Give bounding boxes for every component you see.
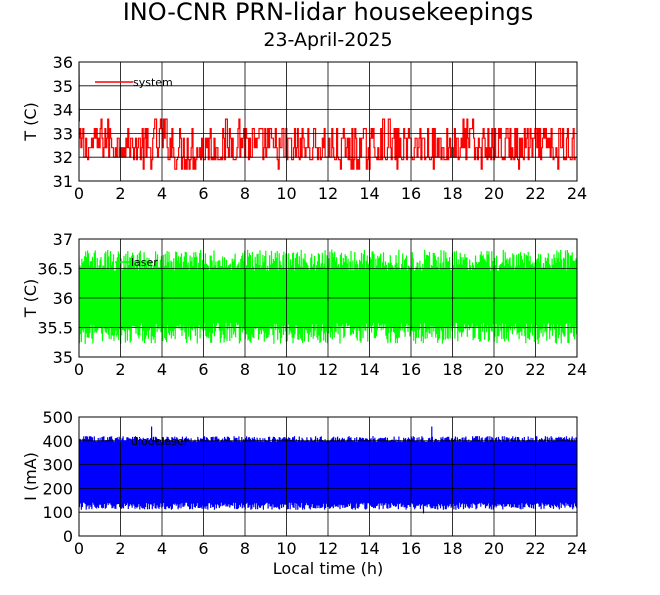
system-temperature-y-tick-label: 31	[53, 172, 73, 191]
system-temperature-x-tick-label: 10	[276, 184, 296, 203]
system-temperature-y-tick-label: 32	[53, 148, 73, 167]
system-temperature-legend-label: system	[133, 76, 173, 89]
laser-temperature-plot-frame	[78, 238, 578, 358]
diodelaser-current-y-tick-label: 100	[42, 503, 73, 522]
laser-temperature-y-tick-label: 37	[53, 230, 73, 249]
laser-temperature-x-tick-label: 0	[74, 360, 84, 379]
system-temperature-y-tick-label: 36	[53, 53, 73, 72]
laser-temperature-y-tick-label: 35.5	[37, 319, 73, 338]
diodelaser-current-y-tick-label: 200	[42, 479, 73, 498]
system-temperature-y-tick-label: 34	[53, 101, 73, 120]
diodelaser-current-x-tick-label: 16	[401, 539, 421, 558]
laser-temperature-y-tick-label: 36	[53, 289, 73, 308]
system-temperature-x-tick-label: 16	[401, 184, 421, 203]
system-temperature-plot-frame	[78, 61, 578, 182]
system-temperature-x-tick-label: 0	[74, 184, 84, 203]
system-temperature-y-tick-label: 35	[53, 77, 73, 96]
system-temperature-x-tick-label: 18	[442, 184, 462, 203]
diodelaser-current-x-tick-label: 22	[525, 539, 545, 558]
diodelaser-current-x-tick-label: 10	[276, 539, 296, 558]
diodelaser-current-x-axis-label: Local time (h)	[273, 559, 383, 578]
laser-temperature-y-tick-label: 36.5	[37, 260, 73, 279]
laser-temperature-x-tick-label: 18	[442, 360, 462, 379]
system-temperature-x-tick-label: 12	[318, 184, 338, 203]
system-temperature-x-tick-label: 6	[198, 184, 208, 203]
system-temperature-x-tick-label: 22	[525, 184, 545, 203]
system-temperature-x-tick-label: 20	[484, 184, 504, 203]
laser-temperature-x-tick-label: 10	[276, 360, 296, 379]
laser-temperature-x-tick-label: 14	[359, 360, 379, 379]
diodelaser-current-x-tick-label: 2	[115, 539, 125, 558]
diodelaser-current-y-tick-label: 400	[42, 432, 73, 451]
laser-temperature-x-tick-label: 2	[115, 360, 125, 379]
diodelaser-current-x-tick-label: 14	[359, 539, 379, 558]
figure-subtitle: 23-April-2025	[263, 29, 392, 51]
diodelaser-current-x-tick-label: 20	[484, 539, 504, 558]
diodelaser-current-x-tick-label: 0	[74, 539, 84, 558]
laser-temperature-legend-label: laser	[131, 256, 158, 269]
figure-title: INO-CNR PRN-lidar housekeepings	[123, 0, 534, 26]
laser-temperature-x-tick-label: 24	[567, 360, 587, 379]
diodelaser-current-x-tick-label: 6	[198, 539, 208, 558]
laser-temperature-y-tick-label: 35	[53, 348, 73, 367]
laser-temperature-x-tick-label: 4	[157, 360, 167, 379]
diodelaser-current-legend-label: diodelaser	[131, 435, 189, 448]
system-temperature-x-tick-label: 4	[157, 184, 167, 203]
diodelaser-current-x-tick-label: 12	[318, 539, 338, 558]
laser-temperature-x-tick-label: 8	[240, 360, 250, 379]
laser-temperature-x-tick-label: 20	[484, 360, 504, 379]
system-temperature-y-axis-label: T (C)	[21, 102, 40, 142]
laser-temperature-x-tick-label: 12	[318, 360, 338, 379]
diodelaser-current-x-tick-label: 18	[442, 539, 462, 558]
diodelaser-current-x-tick-label: 8	[240, 539, 250, 558]
diodelaser-current-y-axis-label: I (mA)	[21, 452, 40, 501]
system-temperature-x-tick-label: 2	[115, 184, 125, 203]
diodelaser-current-y-tick-label: 500	[42, 408, 73, 427]
diodelaser-current-plot-frame	[78, 416, 578, 537]
system-temperature-x-tick-label: 24	[567, 184, 587, 203]
diodelaser-current-x-tick-label: 24	[567, 539, 587, 558]
laser-temperature-y-axis-label: T (C)	[21, 279, 40, 319]
system-temperature-y-tick-label: 33	[53, 124, 73, 143]
diodelaser-current-y-tick-label: 0	[63, 527, 73, 546]
laser-temperature-x-tick-label: 22	[525, 360, 545, 379]
laser-temperature-x-tick-label: 6	[198, 360, 208, 379]
diodelaser-current-y-tick-label: 300	[42, 456, 73, 475]
diodelaser-current-x-tick-label: 4	[157, 539, 167, 558]
laser-temperature-x-tick-label: 16	[401, 360, 421, 379]
system-temperature-x-tick-label: 8	[240, 184, 250, 203]
system-temperature-x-tick-label: 14	[359, 184, 379, 203]
